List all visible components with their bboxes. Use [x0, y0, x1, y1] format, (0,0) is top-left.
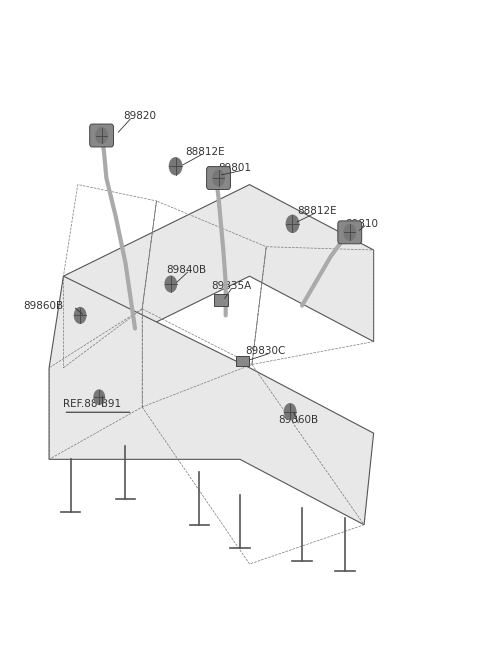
Circle shape	[74, 307, 86, 323]
Circle shape	[213, 170, 224, 186]
Text: 89830C: 89830C	[245, 346, 285, 356]
Polygon shape	[49, 276, 373, 525]
Circle shape	[284, 404, 296, 419]
Text: 88812E: 88812E	[297, 206, 337, 215]
FancyBboxPatch shape	[338, 221, 362, 244]
Circle shape	[344, 225, 356, 240]
Text: 89810: 89810	[345, 219, 378, 229]
Text: REF.88-891: REF.88-891	[63, 399, 121, 409]
Circle shape	[165, 276, 177, 292]
FancyBboxPatch shape	[90, 124, 114, 147]
Circle shape	[96, 127, 108, 143]
Text: 89801: 89801	[218, 163, 252, 173]
Circle shape	[286, 215, 299, 233]
Text: 88812E: 88812E	[185, 147, 225, 157]
Circle shape	[94, 390, 105, 405]
FancyBboxPatch shape	[206, 167, 230, 189]
Polygon shape	[63, 185, 373, 368]
Text: 89860B: 89860B	[23, 301, 63, 311]
Bar	[214, 294, 228, 306]
Bar	[236, 356, 249, 367]
Text: 89820: 89820	[123, 111, 156, 121]
Text: 89835A: 89835A	[211, 281, 252, 291]
Text: 89840B: 89840B	[166, 265, 206, 275]
Circle shape	[169, 158, 182, 175]
Text: 89860B: 89860B	[278, 415, 318, 425]
